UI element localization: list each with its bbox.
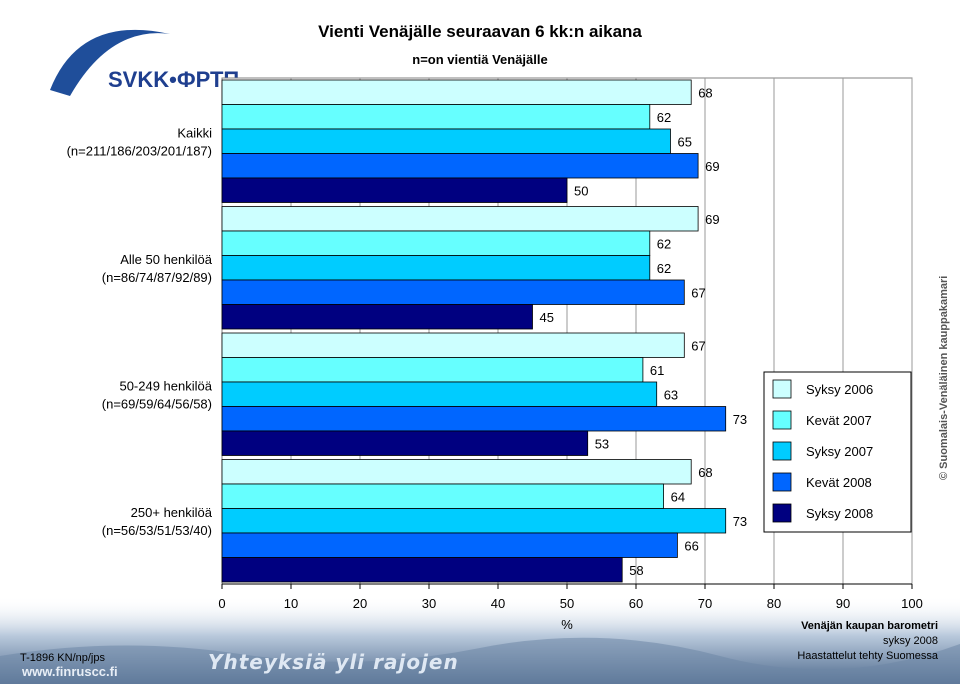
bar <box>221 557 623 583</box>
website-text: www.finruscc.fi <box>22 664 118 679</box>
x-tick-label: 40 <box>491 596 505 611</box>
x-tick-label: 60 <box>629 596 643 611</box>
legend-label: Syksy 2007 <box>806 444 873 459</box>
data-label: 63 <box>664 387 678 402</box>
x-tick-label: 10 <box>284 596 298 611</box>
data-label: 64 <box>671 489 685 504</box>
bar <box>221 532 678 558</box>
chart-title: Vienti Venäjälle seuraavan 6 kk:n aikana <box>318 22 642 41</box>
data-label: 53 <box>595 436 609 451</box>
bar <box>221 104 651 130</box>
data-label: 69 <box>705 212 719 227</box>
legend-swatch <box>772 410 792 430</box>
bar <box>221 304 533 330</box>
data-label: 68 <box>698 85 712 100</box>
bar <box>221 332 685 358</box>
bar <box>221 430 589 456</box>
bar <box>221 230 651 256</box>
data-label: 61 <box>650 363 664 378</box>
legend-swatch <box>772 472 792 492</box>
category-label-name: 50-249 henkilöä <box>119 378 212 393</box>
data-label: 66 <box>684 538 698 553</box>
data-label: 67 <box>691 338 705 353</box>
bar <box>221 177 568 203</box>
x-tick-label: 80 <box>767 596 781 611</box>
x-tick-label: 90 <box>836 596 850 611</box>
barometer-title: Venäjän kaupan barometri <box>801 620 938 632</box>
bar <box>221 279 685 305</box>
data-label: 62 <box>657 261 671 276</box>
data-label: 73 <box>733 412 747 427</box>
bar <box>221 357 644 383</box>
x-tick-label: 20 <box>353 596 367 611</box>
barometer-season: syksy 2008 <box>882 635 938 647</box>
category-label-n: (n=69/59/64/56/58) <box>102 396 212 411</box>
x-tick-label: 70 <box>698 596 712 611</box>
category-label-n: (n=56/53/51/53/40) <box>102 523 212 538</box>
x-axis-label: % <box>561 617 573 632</box>
x-tick-label: 50 <box>560 596 574 611</box>
document-code: T-1896 KN/np/jps <box>20 652 105 664</box>
legend-label: Kevät 2008 <box>806 475 872 490</box>
data-label: 73 <box>733 514 747 529</box>
data-label: 58 <box>629 563 643 578</box>
slogan-text: Yhteyksiä yli rajojen <box>208 650 459 674</box>
legend-label: Kevät 2007 <box>806 413 872 428</box>
data-label: 50 <box>574 183 588 198</box>
barometer-note: Haastattelut tehty Suomessa <box>797 650 938 662</box>
bar <box>221 406 727 432</box>
x-tick-label: 30 <box>422 596 436 611</box>
bar <box>221 128 671 154</box>
bar <box>221 381 658 407</box>
data-label: 67 <box>691 285 705 300</box>
x-tick-label: 100 <box>901 596 923 611</box>
data-label: 62 <box>657 110 671 125</box>
legend-label: Syksy 2006 <box>806 382 873 397</box>
data-label: 65 <box>678 134 692 149</box>
bar <box>221 255 651 281</box>
category-label-n: (n=86/74/87/92/89) <box>102 270 212 285</box>
logo-swoosh <box>50 29 170 97</box>
bar <box>221 153 699 179</box>
legend-swatch <box>772 379 792 399</box>
bar <box>221 459 692 485</box>
category-label-name: Alle 50 henkilöä <box>120 252 213 267</box>
data-label: 69 <box>705 159 719 174</box>
chart-subtitle: n=on vientiä Venäjälle <box>412 52 548 67</box>
category-label-name: 250+ henkilöä <box>131 505 213 520</box>
category-label-n: (n=211/186/203/201/187) <box>67 143 212 158</box>
category-label-name: Kaikki <box>177 125 212 140</box>
x-tick-label: 0 <box>218 596 225 611</box>
barometer-info: Venäjän kaupan barometri syksy 2008 Haas… <box>797 619 938 664</box>
bar <box>221 483 665 509</box>
copyright-text: © Suomalais-Venäläinen kauppakamari <box>938 275 950 480</box>
data-label: 68 <box>698 465 712 480</box>
svkk-logo: SVKK•ФРТП <box>50 29 239 97</box>
footer-map-band <box>0 596 960 684</box>
data-label: 62 <box>657 236 671 251</box>
logo-text: SVKK•ФРТП <box>108 67 239 92</box>
bar <box>221 79 692 105</box>
data-label: 45 <box>540 310 554 325</box>
bar <box>221 508 727 534</box>
legend-swatch <box>772 503 792 523</box>
legend-swatch <box>772 441 792 461</box>
bar <box>221 206 699 232</box>
legend-label: Syksy 2008 <box>806 506 873 521</box>
